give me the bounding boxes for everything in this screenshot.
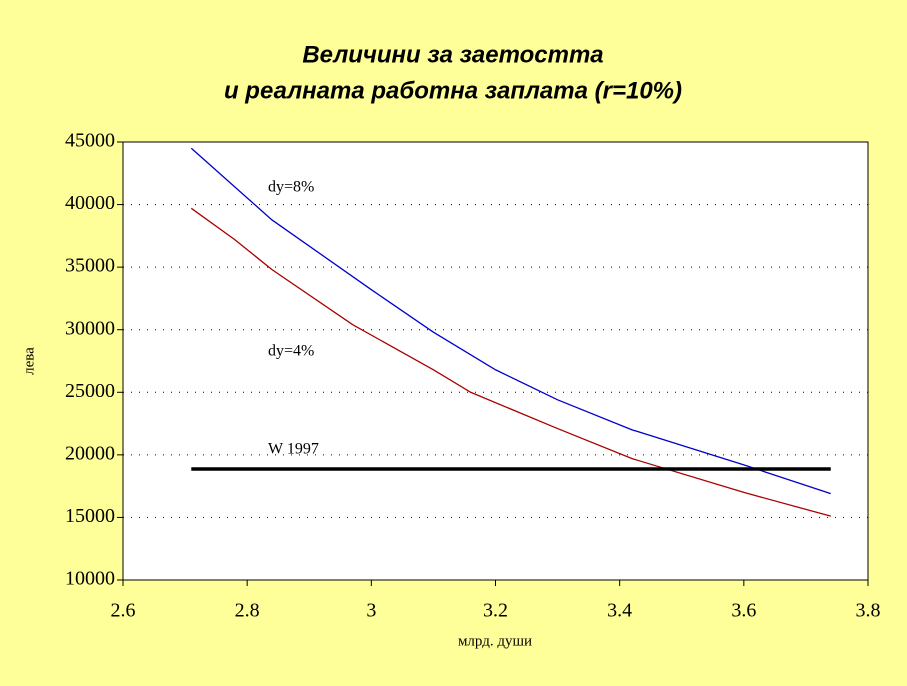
y-tick-label: 25000 <box>65 380 115 402</box>
plot-area <box>123 142 868 580</box>
series-line <box>190 207 831 517</box>
series-label: dy=8% <box>268 179 314 196</box>
y-tick-label: 40000 <box>65 192 115 214</box>
y-tick-label: 10000 <box>65 568 115 590</box>
series-label: W 1997 <box>268 441 319 458</box>
y-tick-label: 15000 <box>65 505 115 527</box>
chart-title: Величини за заетостта <box>302 41 603 68</box>
x-tick-label: 3 <box>366 600 376 622</box>
y-tick-label: 45000 <box>65 130 115 152</box>
plot-border <box>122 141 869 581</box>
x-axis-label: млрд. души <box>458 633 532 649</box>
x-tick-label: 3.2 <box>483 600 508 622</box>
chart-title: и реалната работна заплата (r=10%) <box>224 77 682 104</box>
x-tick-label: 2.8 <box>235 600 260 622</box>
x-tick-label: 3.6 <box>731 600 756 622</box>
x-tick-label: 3.4 <box>607 600 632 622</box>
x-tick-label: 2.6 <box>111 600 136 622</box>
series-label: dy=4% <box>268 343 314 360</box>
y-tick-label: 30000 <box>65 317 115 339</box>
y-tick-label: 35000 <box>65 255 115 277</box>
y-axis-label: лева <box>21 347 37 375</box>
y-tick-label: 20000 <box>65 442 115 464</box>
series-line <box>190 147 831 495</box>
x-tick-label: 3.8 <box>856 600 881 622</box>
